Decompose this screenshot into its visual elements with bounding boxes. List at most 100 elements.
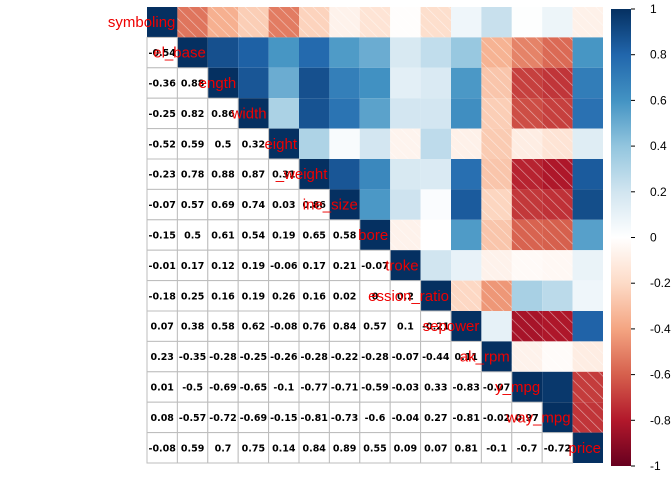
correlation-value: -0.1 bbox=[273, 383, 294, 394]
correlation-value: 0.01 bbox=[150, 383, 173, 394]
correlation-value: 0.84 bbox=[302, 443, 326, 454]
heatmap-cell bbox=[572, 189, 603, 220]
correlation-value: -0.07 bbox=[483, 383, 510, 394]
heatmap-cell bbox=[329, 128, 360, 159]
diagonal-cell bbox=[147, 7, 178, 38]
correlation-value: 0.19 bbox=[272, 231, 295, 242]
heatmap-cell bbox=[238, 67, 269, 99]
correlation-value: -0.71 bbox=[331, 383, 358, 394]
number-cell bbox=[268, 249, 300, 282]
correlation-value: 0.08 bbox=[150, 413, 174, 424]
heatmap-cell bbox=[451, 219, 482, 251]
variable-label: y_mpg bbox=[495, 379, 540, 396]
number-cell bbox=[207, 371, 239, 403]
heatmap-cell bbox=[420, 67, 451, 99]
number-cell bbox=[146, 128, 178, 160]
number-cell bbox=[268, 188, 300, 221]
negative-hatch bbox=[329, 7, 360, 38]
correlation-value: -0.28 bbox=[301, 352, 329, 363]
number-cell bbox=[207, 188, 239, 221]
diagonal-cell bbox=[207, 67, 239, 99]
heatmap-cell bbox=[420, 128, 451, 159]
heatmap-cell bbox=[451, 159, 482, 190]
legend-tick-label: -0.8 bbox=[650, 413, 671, 427]
number-cell bbox=[420, 371, 452, 403]
diagonal-cell bbox=[511, 371, 543, 403]
number-cell bbox=[176, 67, 209, 99]
correlation-value: 0.57 bbox=[363, 322, 386, 333]
negative-hatch bbox=[481, 37, 512, 68]
diagonal-cell bbox=[299, 159, 330, 190]
negative-hatch bbox=[572, 402, 603, 433]
correlation-value: 0.17 bbox=[181, 261, 204, 272]
diagonal-cell bbox=[542, 402, 573, 433]
correlation-value: 0.55 bbox=[363, 443, 386, 454]
number-cell bbox=[420, 432, 452, 464]
variable-label: way_mpg bbox=[505, 409, 570, 426]
diagonal-cell bbox=[572, 432, 603, 463]
number-cell bbox=[328, 280, 361, 312]
correlation-value: -0.81 bbox=[453, 413, 480, 424]
legend-tick-label: -0.4 bbox=[650, 322, 671, 336]
heatmap-cell bbox=[420, 37, 451, 68]
heatmap-cell bbox=[572, 67, 603, 99]
correlation-value: -0.04 bbox=[392, 413, 420, 424]
correlation-value: 0.58 bbox=[211, 322, 235, 333]
correlation-value: 0.5 bbox=[184, 231, 201, 242]
correlation-value: -0.52 bbox=[149, 139, 176, 150]
heatmap-cell bbox=[299, 67, 330, 99]
correlation-value: -0.72 bbox=[544, 443, 571, 454]
number-cell bbox=[328, 432, 361, 464]
heatmap-cell bbox=[451, 67, 482, 99]
number-cell bbox=[146, 219, 178, 251]
negative-hatch bbox=[511, 37, 543, 68]
heatmap-cell bbox=[572, 98, 603, 129]
legend-tick-label: 0 bbox=[650, 231, 657, 245]
correlation-value: 0.87 bbox=[242, 170, 265, 181]
correlation-value: 0.84 bbox=[333, 322, 357, 333]
number-cell bbox=[268, 432, 300, 464]
negative-hatch bbox=[390, 128, 421, 159]
negative-hatch bbox=[420, 7, 451, 38]
heatmap-cell bbox=[359, 128, 391, 159]
legend-tick-label: 1 bbox=[650, 2, 657, 16]
number-cell bbox=[237, 340, 270, 373]
correlation-value: 0.16 bbox=[302, 291, 326, 302]
correlation-value: -0.35 bbox=[179, 352, 206, 363]
heatmap-cell bbox=[420, 159, 451, 190]
negative-hatch bbox=[481, 128, 512, 159]
negative-hatch bbox=[542, 98, 573, 129]
negative-hatch bbox=[542, 219, 573, 251]
heatmap-cell bbox=[390, 67, 421, 99]
heatmap-cell bbox=[390, 37, 421, 68]
heatmap-cell bbox=[542, 371, 573, 403]
negative-hatch bbox=[572, 371, 603, 403]
heatmap-cell bbox=[268, 67, 299, 99]
legend-tick-label: 0.4 bbox=[650, 139, 667, 153]
correlation-value: 0.1 bbox=[397, 322, 414, 333]
number-cell bbox=[298, 280, 330, 312]
diagonal-cell bbox=[420, 280, 451, 311]
correlation-value: 0.82 bbox=[181, 109, 204, 120]
heatmap-cell bbox=[542, 7, 573, 38]
diagonal-cell bbox=[481, 341, 512, 372]
negative-hatch bbox=[481, 189, 512, 220]
legend-tick-label: 0.6 bbox=[650, 93, 667, 107]
negative-hatch bbox=[481, 159, 512, 190]
number-cell bbox=[328, 340, 361, 373]
correlation-value: -0.54 bbox=[149, 48, 177, 59]
legend-tick-label: -1 bbox=[650, 459, 661, 473]
correlation-value: 0.25 bbox=[181, 291, 204, 302]
correlation-value: 0.62 bbox=[242, 322, 265, 333]
correlation-value: 0.19 bbox=[242, 261, 265, 272]
heatmap-cell bbox=[481, 7, 512, 38]
number-cell bbox=[237, 310, 270, 342]
variable-label: ession_ratio bbox=[368, 288, 449, 305]
correlation-value: 0.7 bbox=[215, 443, 232, 454]
number-cell bbox=[480, 371, 513, 403]
correlation-value: -0.6 bbox=[365, 413, 386, 424]
heatmap-cell bbox=[299, 98, 330, 129]
correlation-value: -0.15 bbox=[149, 231, 176, 242]
correlation-value: -0.25 bbox=[149, 109, 176, 120]
correlation-value: 0.97 bbox=[515, 413, 538, 424]
